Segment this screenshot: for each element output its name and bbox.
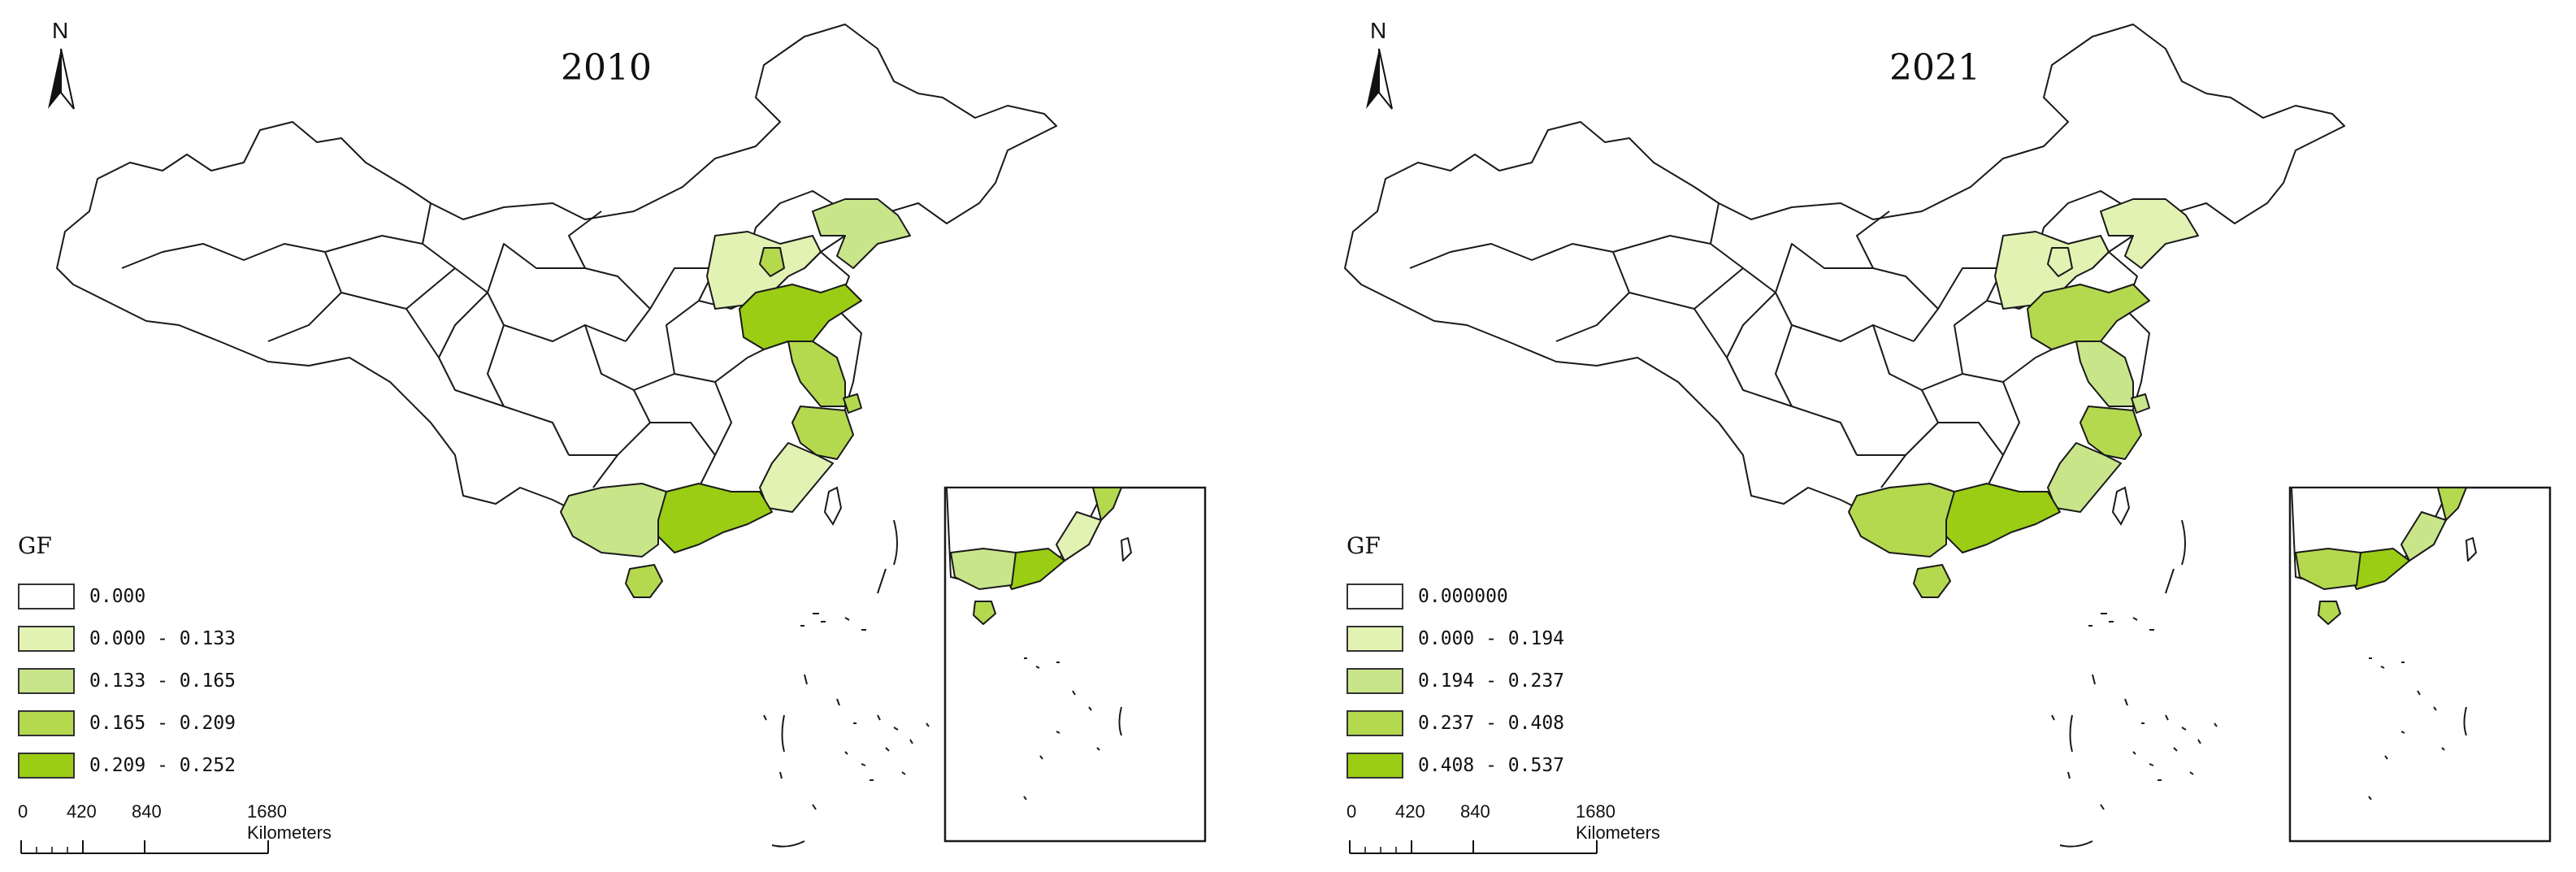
scale-tick-label: 1680 Kilometers: [247, 801, 332, 843]
legend-swatch: [1347, 668, 1403, 694]
region-guangxi: [560, 483, 667, 557]
scale-tick-label: 420: [1395, 801, 1425, 822]
north-arrow-icon: [1366, 48, 1393, 110]
china-outline: [56, 24, 1057, 541]
legend-item: 0.408 - 0.537: [1347, 744, 1564, 787]
legend-item: 0.165 - 0.209: [18, 702, 236, 744]
scale-tick-label: 420: [67, 801, 97, 822]
region-fujian: [2047, 442, 2122, 513]
region-shandong: [2027, 284, 2150, 350]
region-jiangsu: [787, 341, 846, 407]
legend-label: 0.133 - 0.165: [89, 670, 236, 692]
scale-bar: 0 420 840 1680 Kilometers: [18, 801, 359, 866]
scale-tick-label: 0: [1347, 801, 1357, 822]
legend-label: 0.000 - 0.194: [1418, 628, 1565, 649]
china-map: [1344, 24, 2552, 848]
region-shandong: [739, 284, 862, 350]
scale-bar-graphic: [1349, 840, 1598, 854]
legend-item: 0.237 - 0.408: [1347, 702, 1564, 744]
scale-bar-graphic: [20, 840, 269, 854]
north-arrow-icon: [48, 48, 75, 110]
legend-item: 0.000 - 0.194: [1347, 618, 1564, 660]
legend-swatch: [18, 710, 75, 736]
legend-label: 0.408 - 0.537: [1418, 755, 1565, 776]
legend-item: 0.000 - 0.133: [18, 618, 236, 660]
legend-item: 0.133 - 0.165: [18, 660, 236, 702]
legend-swatch: [18, 584, 75, 610]
legend-swatch: [18, 753, 75, 779]
region-liaoning: [812, 198, 911, 269]
north-label: N: [52, 18, 69, 43]
region-guangdong: [649, 483, 773, 553]
north-label: N: [1370, 18, 1387, 43]
map-panel-2021: 2021 N GF 0.000000 0.000 - 0.194 0.194 -…: [1288, 0, 2576, 872]
region-fujian: [759, 442, 834, 513]
region-zhejiang: [2079, 406, 2142, 460]
region-jiangsu: [2075, 341, 2134, 407]
china-outline: [1344, 24, 2345, 541]
china-map: [56, 24, 1207, 848]
region-shanghai: [2131, 393, 2150, 414]
legend-swatch: [18, 626, 75, 652]
legend-title: GF: [1347, 532, 1381, 559]
region-guangdong: [1937, 483, 2061, 553]
region-tianjin: [759, 247, 785, 277]
legend-swatch: [1347, 626, 1403, 652]
region-liaoning: [2100, 198, 2199, 269]
legend-label: 0.000000: [1418, 586, 1508, 607]
region-shanghai: [843, 393, 862, 414]
legend-label: 0.000 - 0.133: [89, 628, 236, 649]
region-hebei: [706, 231, 822, 310]
scale-tick-label: 0: [18, 801, 28, 822]
taiwan-island: [2111, 486, 2131, 526]
scale-tick-label: 840: [132, 801, 162, 822]
legend-label: 0.000: [89, 586, 146, 607]
legend-item: 0.000: [18, 575, 236, 618]
legend-item: 0.194 - 0.237: [1347, 660, 1564, 702]
legend-item: 0.000000: [1347, 575, 1564, 618]
taiwan-island: [823, 486, 843, 526]
region-hainan: [625, 564, 663, 598]
legend-label: 0.165 - 0.209: [89, 713, 236, 734]
scale-bar: 0 420 840 1680 Kilometers: [1347, 801, 1688, 866]
region-tianjin: [2047, 247, 2073, 277]
legend-label: 0.194 - 0.237: [1418, 670, 1565, 692]
legend-item: 0.209 - 0.252: [18, 744, 236, 787]
region-hebei: [1994, 231, 2110, 310]
scale-tick-label: 1680 Kilometers: [1576, 801, 1660, 843]
year-title: 2021: [1889, 47, 1980, 89]
legend: GF 0.000000 0.000 - 0.194 0.194 - 0.237 …: [1347, 532, 1564, 787]
legend-title: GF: [18, 532, 52, 559]
legend: GF 0.000 0.000 - 0.133 0.133 - 0.165 0.1…: [18, 532, 236, 787]
map-panel-2010: 2010 N GF 0.000 0.000 - 0.133 0.133 - 0.…: [18, 18, 1207, 866]
legend-swatch: [1347, 753, 1403, 779]
legend-swatch: [1347, 710, 1403, 736]
legend-swatch: [1347, 584, 1403, 610]
legend-swatch: [18, 668, 75, 694]
legend-label: 0.237 - 0.408: [1418, 713, 1565, 734]
region-hainan: [1913, 564, 1951, 598]
region-guangxi: [1848, 483, 1955, 557]
scale-tick-label: 840: [1460, 801, 1490, 822]
year-title: 2010: [561, 47, 652, 89]
region-zhejiang: [791, 406, 854, 460]
legend-label: 0.209 - 0.252: [89, 755, 236, 776]
